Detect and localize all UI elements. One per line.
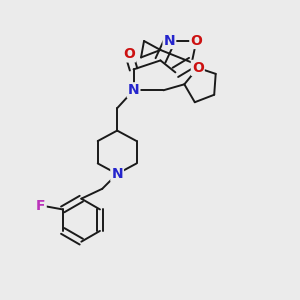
Text: O: O	[123, 47, 135, 61]
Text: N: N	[164, 34, 175, 48]
Text: F: F	[36, 200, 46, 213]
Text: O: O	[190, 34, 202, 48]
Text: N: N	[111, 167, 123, 181]
Text: N: N	[128, 83, 140, 97]
Text: O: O	[192, 61, 204, 75]
